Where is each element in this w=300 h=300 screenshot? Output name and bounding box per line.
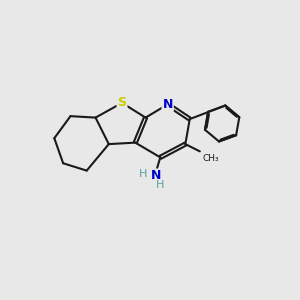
Text: N: N <box>163 98 173 111</box>
Text: S: S <box>118 96 127 110</box>
Text: H: H <box>139 169 147 179</box>
Text: H: H <box>156 179 164 190</box>
Text: N: N <box>151 169 161 182</box>
Text: CH₃: CH₃ <box>202 154 219 163</box>
